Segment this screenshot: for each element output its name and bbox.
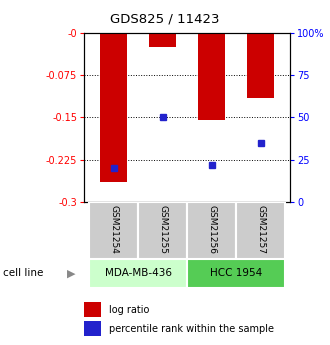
Text: GDS825 / 11423: GDS825 / 11423 [110, 12, 220, 25]
Text: percentile rank within the sample: percentile rank within the sample [109, 324, 274, 334]
Bar [138, 202, 187, 259]
Text: log ratio: log ratio [109, 305, 149, 315]
Text: cell line: cell line [3, 268, 44, 278]
Bar [84, 322, 101, 336]
Bar [187, 202, 236, 259]
Text: GSM21255: GSM21255 [158, 205, 167, 254]
Bar [236, 202, 285, 259]
Text: GSM21254: GSM21254 [109, 205, 118, 254]
Text: HCC 1954: HCC 1954 [210, 268, 262, 278]
Bar [248, 33, 275, 98]
Bar [149, 33, 176, 47]
Bar [100, 33, 127, 182]
Bar [89, 259, 187, 288]
Bar [84, 303, 101, 317]
Bar [198, 33, 225, 120]
Text: ▶: ▶ [67, 268, 75, 278]
Text: GSM21256: GSM21256 [207, 205, 216, 254]
Bar [89, 202, 138, 259]
Text: GSM21257: GSM21257 [256, 205, 265, 254]
Text: MDA-MB-436: MDA-MB-436 [105, 268, 172, 278]
Bar [187, 259, 285, 288]
